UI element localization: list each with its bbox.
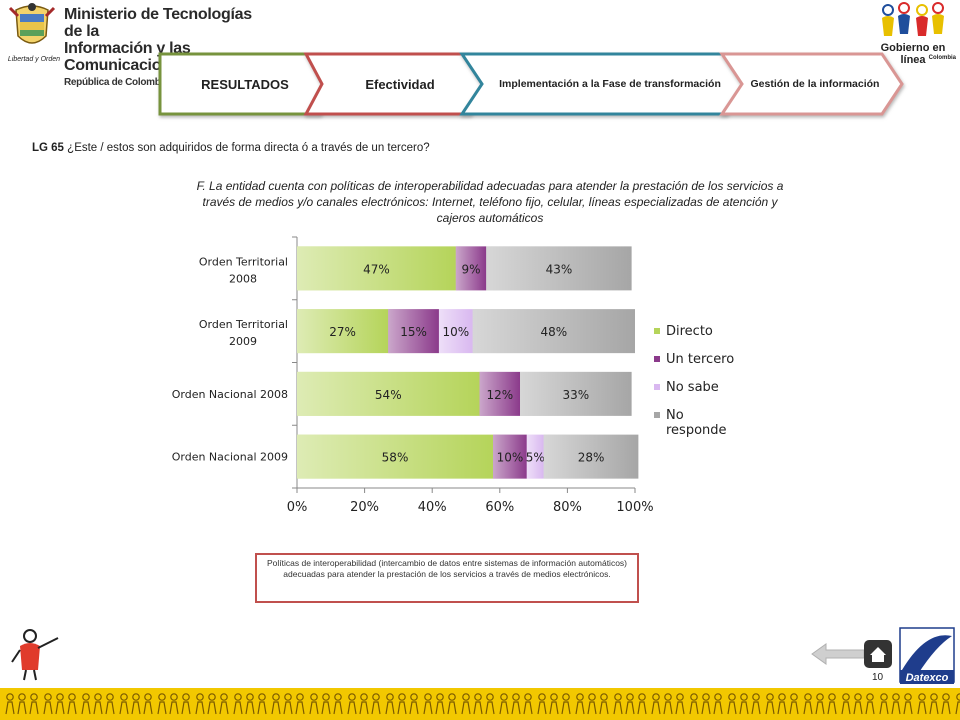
legend-swatch xyxy=(654,328,660,334)
bar-shine xyxy=(297,309,389,354)
ministry-line1: Ministerio de Tecnologías de la xyxy=(64,6,252,40)
bar-shine xyxy=(493,434,527,479)
data-label: 43% xyxy=(546,262,573,276)
bar-shine xyxy=(297,371,480,416)
gel-title: Gobierno en línea xyxy=(880,42,946,66)
mascot-icon xyxy=(11,629,59,681)
bar-shine xyxy=(472,309,635,354)
x-tick-label: 0% xyxy=(287,500,308,515)
decorative-strip xyxy=(0,688,960,720)
bar-shine xyxy=(388,309,439,354)
legend-label: Un tercero xyxy=(666,352,734,367)
tab-resultados[interactable]: RESULTADOS xyxy=(201,76,289,92)
colombia-crest-icon xyxy=(8,3,56,44)
data-label: 47% xyxy=(363,262,390,276)
data-label: 27% xyxy=(329,325,356,339)
back-arrow-icon[interactable] xyxy=(808,640,868,668)
gobierno-en-linea-logo: Gobierno en línea Colombia xyxy=(870,2,956,68)
data-label: 28% xyxy=(578,451,605,465)
data-label: 15% xyxy=(400,325,427,339)
data-label: 9% xyxy=(462,262,481,276)
chart-title: F. La entidad cuenta con políticas de in… xyxy=(196,179,784,225)
legend-swatch xyxy=(654,356,660,362)
category-label: Orden Territorial 2008 xyxy=(199,255,288,285)
datexco-text: Datexco xyxy=(906,672,949,684)
legend-label: No sabe xyxy=(666,380,719,395)
x-tick-label: 60% xyxy=(485,500,514,515)
footnote-box: Políticas de interoperabilidad (intercam… xyxy=(255,553,639,603)
bar-shine xyxy=(479,371,521,416)
category-label: Orden Territorial 2009 xyxy=(199,318,288,348)
bar-shine xyxy=(438,309,473,354)
tab-implementacion[interactable]: Implementación a la Fase de transformaci… xyxy=(499,77,721,90)
people-icon xyxy=(882,2,944,36)
data-label: 58% xyxy=(382,451,409,465)
data-label: 12% xyxy=(486,388,513,402)
data-label: 10% xyxy=(497,451,524,465)
bar-shine xyxy=(297,246,456,291)
bar-shine xyxy=(520,371,632,416)
data-label: 10% xyxy=(443,325,470,339)
data-label: 48% xyxy=(541,325,568,339)
question-text: ¿Este / estos son adquiridos de forma di… xyxy=(63,142,430,154)
legend-swatch xyxy=(654,412,660,418)
x-tick-label: 80% xyxy=(553,500,582,515)
bar-shine xyxy=(455,246,487,291)
gel-country: Colombia xyxy=(928,55,956,61)
people-pattern-icon xyxy=(5,693,960,715)
legend-label: Directo xyxy=(666,324,713,339)
data-label: 54% xyxy=(375,388,402,402)
data-label: 33% xyxy=(563,388,590,402)
legend-swatch xyxy=(654,384,660,390)
ministry-line3: República de Colombia xyxy=(64,77,169,88)
question-code: LG 65 xyxy=(32,142,64,154)
bar-shine xyxy=(486,246,632,291)
bar-shine xyxy=(297,434,494,479)
x-tick-label: 20% xyxy=(350,500,379,515)
category-label: Orden Nacional 2008 xyxy=(172,388,288,401)
datexco-logo: Datexco xyxy=(899,627,955,684)
home-icon[interactable] xyxy=(864,640,892,668)
tab-gestion[interactable]: Gestión de la información xyxy=(750,77,880,90)
data-label: 5% xyxy=(526,451,545,465)
question: LG 65 ¿Este / estos son adquiridos de fo… xyxy=(32,142,430,154)
tab-shapes xyxy=(158,52,904,116)
legend-label: No responde xyxy=(666,408,727,438)
bar-shine xyxy=(526,434,544,479)
tab-gestion-shape[interactable] xyxy=(719,52,904,116)
x-tick-label: 100% xyxy=(616,500,653,515)
motto: Libertad y Orden xyxy=(7,56,61,63)
tab-efectividad[interactable]: Efectividad xyxy=(365,76,435,92)
category-label: Orden Nacional 2009 xyxy=(172,451,288,464)
bar-shine xyxy=(543,434,639,479)
page-number: 10 xyxy=(872,672,884,683)
x-tick-label: 40% xyxy=(418,500,447,515)
